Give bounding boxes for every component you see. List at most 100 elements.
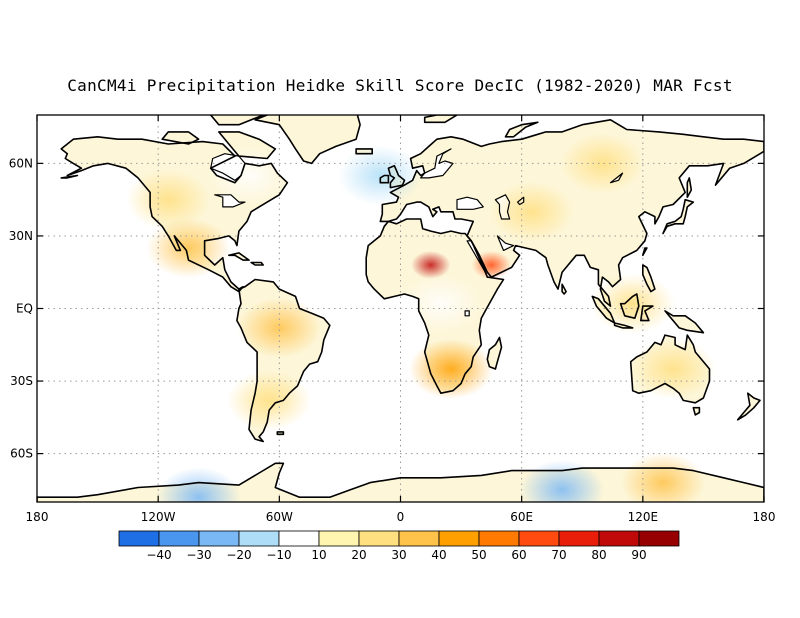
baltic-sea-water (420, 148, 453, 178)
skill-region (207, 145, 292, 206)
colorbar-label: −10 (266, 548, 291, 562)
y-tick-label: 30N (9, 229, 33, 243)
greenland-coastline (254, 115, 361, 165)
x-tick-label: 60E (510, 510, 533, 524)
axis-ticks: 180 120W 60W 0 60E 120E 180 60N 30N EQ 30S 60S (9, 115, 776, 524)
black-sea-coastline (456, 196, 484, 210)
tasmania-coastline (692, 406, 701, 416)
java-coastline (613, 322, 634, 329)
skill-score-field (126, 133, 716, 502)
japan-coastline (662, 198, 695, 235)
cuba-coastline (228, 252, 250, 261)
ellesmere-coastline (209, 115, 266, 126)
skill-region (621, 452, 706, 502)
lake-victoria-coastline (464, 310, 470, 317)
colorbar-swatch (558, 530, 600, 547)
new-guinea-coastline (664, 310, 705, 334)
ireland-coastline (379, 174, 390, 184)
skill-region (156, 467, 241, 502)
sakhalin-coastline (686, 177, 693, 198)
sakhalin-land (687, 177, 692, 198)
chart-title: CanCM4i Precipitation Heidke Skill Score… (67, 76, 733, 95)
skill-region (560, 133, 645, 194)
colorbar: −40 −30 −20 −10 10 20 30 40 50 60 70 80 90 (118, 530, 680, 562)
iceland-coastline (355, 148, 373, 155)
north-america-coastline (60, 136, 289, 293)
red-sea-coastline (466, 240, 488, 278)
skill-region (411, 250, 451, 279)
caspian-sea-coastline (494, 194, 511, 220)
colorbar-label: 20 (351, 548, 366, 562)
colorbar-label: 10 (311, 548, 326, 562)
colorbar-swatch (438, 530, 480, 547)
alaska-islands-coastline (60, 174, 79, 179)
baltic-sea-coastline (420, 148, 454, 179)
baffin-coastline (218, 131, 277, 160)
black-sea-water (457, 197, 484, 210)
ellesmere-land (210, 115, 264, 125)
svalbard-land (424, 115, 457, 123)
victoria-island-land (162, 131, 199, 144)
colorbar-swatch (318, 530, 360, 547)
novaya-zemlya-coastline (504, 121, 539, 138)
colorbar-swatch (398, 530, 440, 547)
y-tick-label: EQ (16, 302, 33, 316)
skill-region (237, 297, 322, 358)
taiwan-coastline (642, 247, 648, 257)
skill-region (631, 338, 716, 399)
colorbar-swatch (238, 530, 280, 547)
colorbar-label: 50 (471, 548, 486, 562)
sri-lanka-coastline (561, 283, 567, 295)
south-america-coastline (236, 278, 331, 443)
skill-region (146, 218, 231, 279)
colorbar-label: 30 (391, 548, 406, 562)
skill-region (126, 169, 211, 230)
victoria-island-coastline (161, 131, 200, 145)
colorbar-label: −40 (146, 548, 171, 562)
skill-region (590, 273, 675, 334)
x-tick-label: 120E (628, 510, 659, 524)
australia-coastline (629, 334, 711, 404)
y-tick-label: 60S (10, 447, 33, 461)
x-tick-label: 0 (397, 510, 405, 524)
colorbar-swatch (158, 530, 200, 547)
philippines-coastline (642, 264, 656, 293)
x-tick-label: 180 (26, 510, 49, 524)
colorbar-swatch (518, 530, 560, 547)
y-tick-label: 60N (9, 156, 33, 170)
colorbar-label: 90 (631, 548, 646, 562)
colorbar-label: 70 (551, 548, 566, 562)
falklands-coastline (276, 431, 285, 436)
hudson-bay-coastline (210, 153, 246, 181)
persian-gulf-coastline (496, 235, 515, 251)
skill-region (489, 181, 574, 242)
colorbar-swatch (118, 530, 160, 547)
eurasia-coastline (379, 119, 764, 307)
persian-gulf-water (497, 235, 514, 251)
africa-coastline (365, 218, 505, 394)
skill-region (227, 370, 312, 431)
colorbar-swatch (598, 530, 640, 547)
aral-sea-coastline (517, 196, 525, 206)
sulawesi-coastline (640, 305, 654, 322)
colorbar-swatch (638, 530, 680, 547)
uk-coastline (387, 165, 406, 189)
colorbar-swatch (198, 530, 240, 547)
colorbar-label: 60 (511, 548, 526, 562)
svalbard-coastline (423, 115, 458, 124)
x-tick-label: 180 (753, 510, 776, 524)
skill-region (338, 145, 423, 206)
colorbar-swatch (358, 530, 400, 547)
skill-region (408, 338, 493, 399)
x-tick-label: 120W (141, 510, 176, 524)
colorbar-label: 40 (431, 548, 446, 562)
antarctica-coastline (37, 462, 764, 502)
lake-baikal-coastline (609, 172, 624, 184)
coastlines (37, 115, 764, 502)
colorbar-label: −20 (226, 548, 251, 562)
hispaniola-coastline (250, 261, 264, 266)
new-zealand-coastline (736, 392, 761, 421)
colorbar-swatch (278, 530, 320, 547)
colorbar-label: −30 (186, 548, 211, 562)
